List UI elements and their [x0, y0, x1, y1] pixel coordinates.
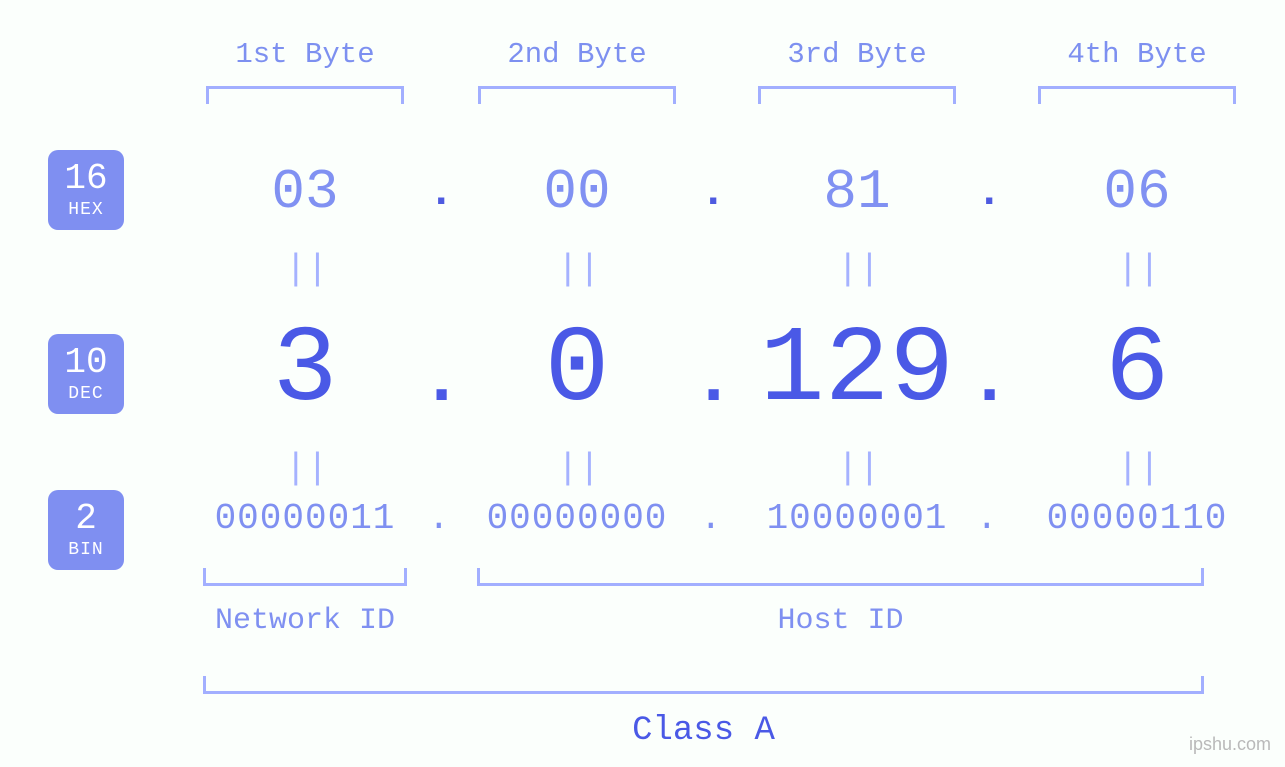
byte-header-2: 2nd Byte: [477, 38, 677, 71]
bin-dot-3: .: [976, 498, 996, 539]
dec-dot-1: .: [420, 340, 456, 422]
dec-byte-4: 6: [1037, 310, 1237, 432]
bin-dot-1: .: [428, 498, 448, 539]
class-label: Class A: [203, 712, 1204, 750]
hex-byte-2: 00: [477, 160, 677, 224]
dec-badge-label: DEC: [68, 385, 103, 403]
eq-hex-dec-4: ||: [1117, 249, 1157, 290]
eq-dec-bin-4: ||: [1117, 448, 1157, 489]
bin-byte-3: 10000001: [744, 498, 970, 539]
bracket-byte-2: [478, 86, 676, 104]
hex-byte-4: 06: [1037, 160, 1237, 224]
eq-hex-dec-1: ||: [285, 249, 325, 290]
dec-badge: 10 DEC: [48, 334, 124, 414]
hex-badge: 16 HEX: [48, 150, 124, 230]
dec-badge-base: 10: [64, 345, 107, 381]
bracket-class: [203, 676, 1204, 694]
bin-byte-2: 00000000: [464, 498, 690, 539]
eq-dec-bin-3: ||: [837, 448, 877, 489]
bracket-byte-4: [1038, 86, 1236, 104]
eq-hex-dec-2: ||: [557, 249, 597, 290]
dec-dot-3: .: [968, 340, 1004, 422]
bin-dot-2: .: [700, 498, 720, 539]
bin-badge-label: BIN: [68, 541, 103, 559]
byte-header-1: 1st Byte: [205, 38, 405, 71]
eq-hex-dec-3: ||: [837, 249, 877, 290]
dec-byte-3: 129: [745, 310, 969, 432]
hex-dot-1: .: [428, 168, 448, 218]
eq-dec-bin-2: ||: [557, 448, 597, 489]
host-id-label: Host ID: [477, 604, 1204, 638]
dec-byte-1: 3: [205, 310, 405, 432]
watermark: ipshu.com: [1189, 734, 1271, 755]
bin-byte-4: 00000110: [1024, 498, 1250, 539]
bracket-byte-3: [758, 86, 956, 104]
hex-dot-2: .: [700, 168, 720, 218]
hex-badge-base: 16: [64, 161, 107, 197]
hex-byte-1: 03: [205, 160, 405, 224]
network-id-label: Network ID: [203, 604, 407, 638]
dec-byte-2: 0: [477, 310, 677, 432]
hex-dot-3: .: [976, 168, 996, 218]
bracket-network-id: [203, 568, 407, 586]
bin-byte-1: 00000011: [192, 498, 418, 539]
byte-header-4: 4th Byte: [1037, 38, 1237, 71]
bracket-byte-1: [206, 86, 404, 104]
dec-dot-2: .: [692, 340, 728, 422]
bracket-host-id: [477, 568, 1204, 586]
bin-badge-base: 2: [75, 501, 97, 537]
eq-dec-bin-1: ||: [285, 448, 325, 489]
byte-header-3: 3rd Byte: [757, 38, 957, 71]
hex-badge-label: HEX: [68, 201, 103, 219]
hex-byte-3: 81: [757, 160, 957, 224]
bin-badge: 2 BIN: [48, 490, 124, 570]
